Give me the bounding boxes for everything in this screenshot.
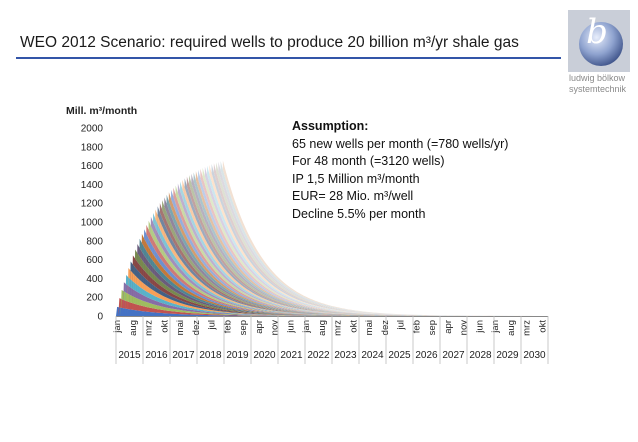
x-year-label: 2025 xyxy=(388,350,411,361)
logo-wordmark: ludwig bölkow systemtechnik xyxy=(569,73,638,95)
assumption-line: 65 new wells per month (=780 wells/yr) xyxy=(292,136,509,151)
x-month-label: sep xyxy=(238,320,249,335)
x-month-label: aug xyxy=(128,320,139,336)
x-year-label: 2018 xyxy=(199,350,222,361)
slide-title: WEO 2012 Scenario: required wells to pro… xyxy=(20,34,519,51)
x-year-label: 2023 xyxy=(334,350,357,361)
x-month-label: jan xyxy=(490,320,501,334)
x-year-label: 2028 xyxy=(469,350,492,361)
x-month-label: aug xyxy=(317,320,328,336)
y-tick-label: 2000 xyxy=(81,124,104,135)
x-month-label: okt xyxy=(159,320,170,333)
x-year-label: 2026 xyxy=(415,350,438,361)
y-tick-label: 1200 xyxy=(81,199,104,210)
title-underline xyxy=(16,57,561,59)
x-month-label: jul xyxy=(207,320,218,331)
x-month-label: okt xyxy=(537,320,548,333)
y-tick-label: 800 xyxy=(86,236,103,247)
x-month-label: jul xyxy=(396,320,407,331)
x-year-label: 2030 xyxy=(523,350,546,361)
x-month-label: nov xyxy=(459,320,470,336)
assumption-box: Assumption: 65 new wells per month (=780… xyxy=(292,118,508,223)
x-year-label: 2020 xyxy=(253,350,276,361)
x-month-label: jun xyxy=(474,320,485,334)
x-month-label: dez xyxy=(191,320,202,336)
x-month-label: apr xyxy=(254,320,265,334)
x-month-label: sep xyxy=(427,320,438,335)
logo-line-2: systemtechnik xyxy=(569,84,627,94)
x-month-label: jun xyxy=(285,320,296,334)
logo-letter: b xyxy=(586,12,608,52)
x-year-label: 2027 xyxy=(442,350,465,361)
assumption-line: IP 1,5 Million m³/month xyxy=(292,171,420,186)
y-axis-label: Mill. m³/month xyxy=(66,105,137,117)
x-month-label: jan xyxy=(112,320,123,334)
y-tick-label: 200 xyxy=(86,293,103,304)
x-year-label: 2015 xyxy=(118,350,141,361)
x-year-label: 2024 xyxy=(361,350,384,361)
y-tick-label: 1400 xyxy=(81,180,104,191)
x-month-label: mai xyxy=(364,320,375,335)
assumption-line: Decline 5.5% per month xyxy=(292,206,426,221)
y-tick-label: 400 xyxy=(86,274,103,285)
x-month-label: nov xyxy=(270,320,281,336)
x-year-label: 2029 xyxy=(496,350,519,361)
x-year-label: 2022 xyxy=(307,350,330,361)
x-month-label: aug xyxy=(506,320,517,336)
cohort-area xyxy=(116,306,548,316)
x-month-label: mrz xyxy=(522,320,533,336)
x-month-label: jan xyxy=(301,320,312,334)
y-tick-label: 1800 xyxy=(81,142,104,153)
x-month-label: mai xyxy=(175,320,186,335)
x-month-label: mrz xyxy=(144,320,155,336)
y-tick-label: 1600 xyxy=(81,161,104,172)
x-year-label: 2017 xyxy=(172,350,195,361)
x-month-label: okt xyxy=(348,320,359,333)
y-tick-label: 0 xyxy=(97,312,103,323)
y-tick-label: 600 xyxy=(86,255,103,266)
assumption-line: For 48 month (=3120 wells) xyxy=(292,154,445,168)
x-month-label: apr xyxy=(443,320,454,334)
logo-line-1: ludwig bölkow xyxy=(569,73,626,83)
x-month-label: feb xyxy=(222,320,233,333)
x-year-label: 2019 xyxy=(226,350,249,361)
x-month-label: feb xyxy=(411,320,422,333)
lbst-logo-icon: b xyxy=(568,10,630,72)
x-year-label: 2021 xyxy=(280,350,303,361)
x-year-label: 2016 xyxy=(145,350,168,361)
x-month-label: mrz xyxy=(333,320,344,336)
assumption-line: EUR= 28 Mio. m³/well xyxy=(292,189,414,203)
x-month-label: dez xyxy=(380,320,391,336)
assumption-header: Assumption: xyxy=(292,119,369,133)
y-tick-label: 1000 xyxy=(81,218,104,229)
